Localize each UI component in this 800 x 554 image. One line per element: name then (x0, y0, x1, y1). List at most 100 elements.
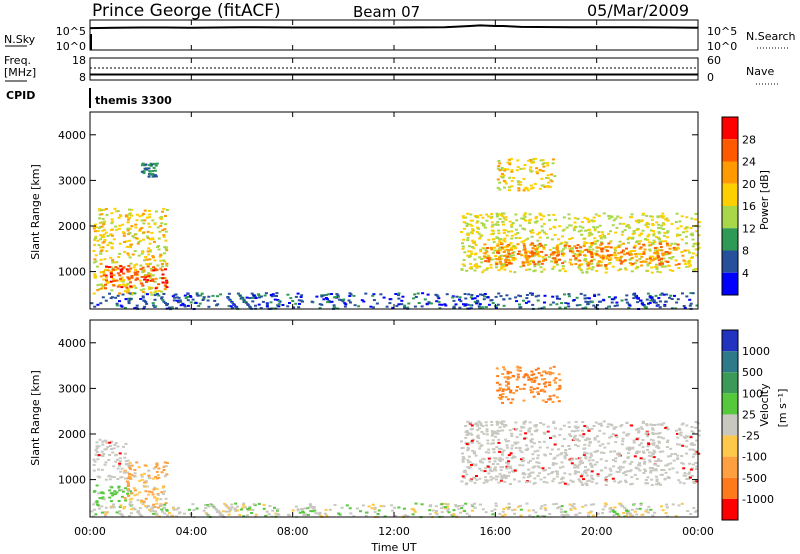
heatmap-cell (299, 296, 303, 298)
heatmap-cell (623, 267, 627, 270)
heatmap-cell (103, 258, 107, 261)
heatmap-cell (134, 233, 138, 236)
heatmap-cell (600, 248, 604, 251)
heatmap-cell (162, 207, 166, 210)
heatmap-cell (192, 509, 196, 512)
heatmap-cell (522, 242, 526, 245)
heatmap-cell (160, 508, 164, 511)
heatmap-cell (581, 226, 585, 229)
heatmap-cell (558, 386, 562, 389)
heatmap-cell (136, 499, 140, 502)
heatmap-cell (604, 479, 608, 482)
heatmap-cell (325, 514, 329, 517)
heatmap-cell (501, 247, 504, 250)
heatmap-cell (645, 222, 649, 225)
heatmap-cell (99, 275, 103, 278)
heatmap-cell (130, 243, 133, 246)
heatmap-cell (254, 297, 258, 300)
heatmap-cell (617, 467, 621, 469)
heatmap-cell (341, 300, 345, 303)
heatmap-cell (678, 220, 682, 223)
heatmap-cell (577, 266, 581, 269)
heatmap-cell (542, 215, 546, 218)
heatmap-cell (105, 265, 108, 268)
heatmap-cell (496, 243, 500, 246)
heatmap-cell (470, 441, 474, 444)
heatmap-cell (647, 241, 651, 244)
heatmap-cell (617, 246, 621, 249)
heatmap-cell (462, 457, 466, 460)
heatmap-cell (578, 249, 582, 252)
heatmap-cell (604, 246, 608, 249)
heatmap-cell (551, 401, 555, 403)
heatmap-cell (557, 387, 561, 390)
heatmap-cell (569, 258, 573, 261)
heatmap-cell (99, 262, 103, 265)
heatmap-cell (547, 473, 551, 476)
heatmap-cell (112, 284, 116, 287)
heatmap-cell (469, 421, 473, 424)
heatmap-cell (630, 250, 634, 252)
heatmap-cell (564, 449, 568, 451)
heatmap-cell (556, 454, 560, 457)
heatmap-cell (519, 508, 523, 511)
heatmap-cell (633, 249, 637, 252)
heatmap-cell (548, 248, 552, 251)
heatmap-cell (689, 513, 693, 515)
heatmap-cell (470, 224, 474, 227)
heatmap-cell (522, 426, 526, 429)
heatmap-cell (124, 240, 128, 243)
heatmap-cell (121, 280, 125, 283)
heatmap-cell (155, 268, 159, 271)
heatmap-cell (525, 255, 529, 258)
heatmap-cell (129, 477, 133, 480)
heatmap-cell (587, 248, 591, 251)
heatmap-cell (498, 218, 502, 220)
heatmap-cell (494, 457, 498, 460)
heatmap-cell (537, 255, 541, 258)
heatmap-cell (94, 237, 97, 240)
heatmap-cell (106, 269, 110, 272)
heatmap-cell (123, 250, 127, 253)
heatmap-cell (157, 248, 161, 251)
heatmap-cell (483, 293, 487, 295)
heatmap-cell (554, 427, 557, 430)
heatmap-cell (479, 445, 483, 448)
heatmap-cell (400, 299, 404, 302)
heatmap-cell (647, 302, 650, 305)
heatmap-cell (548, 513, 552, 515)
heatmap-cell (619, 468, 622, 471)
heatmap-cell (504, 261, 508, 264)
heatmap-cell (161, 510, 164, 513)
heatmap-cell (414, 296, 418, 298)
heatmap-cell (654, 257, 658, 260)
heatmap-cell (661, 254, 665, 257)
heatmap-cell (123, 285, 127, 288)
heatmap-cell (119, 504, 123, 507)
heatmap-cell (114, 210, 118, 213)
heatmap-cell (548, 381, 551, 384)
heatmap-cell (495, 478, 498, 481)
heatmap-cell (112, 506, 116, 509)
heatmap-cell (549, 437, 552, 439)
heatmap-cell (534, 295, 538, 298)
heatmap-cell (646, 238, 649, 241)
heatmap-cell (530, 370, 534, 373)
heatmap-cell (677, 267, 681, 269)
heatmap-cell (340, 299, 344, 302)
heatmap-cell (495, 420, 499, 423)
heatmap-cell (128, 213, 131, 216)
heatmap-cell (544, 258, 548, 261)
heatmap-cell (271, 293, 275, 296)
heatmap-cell (674, 259, 678, 262)
heatmap-cell (585, 242, 589, 244)
heatmap-cell (625, 301, 629, 304)
colorbar-swatch (722, 330, 738, 352)
heatmap-cell (149, 275, 153, 278)
heatmap-cell (102, 285, 106, 288)
heatmap-cell (495, 212, 499, 215)
heatmap-cell (543, 390, 547, 393)
heatmap-cell (645, 423, 649, 426)
y-tick-label: 2000 (58, 428, 86, 441)
heatmap-cell (692, 431, 695, 434)
